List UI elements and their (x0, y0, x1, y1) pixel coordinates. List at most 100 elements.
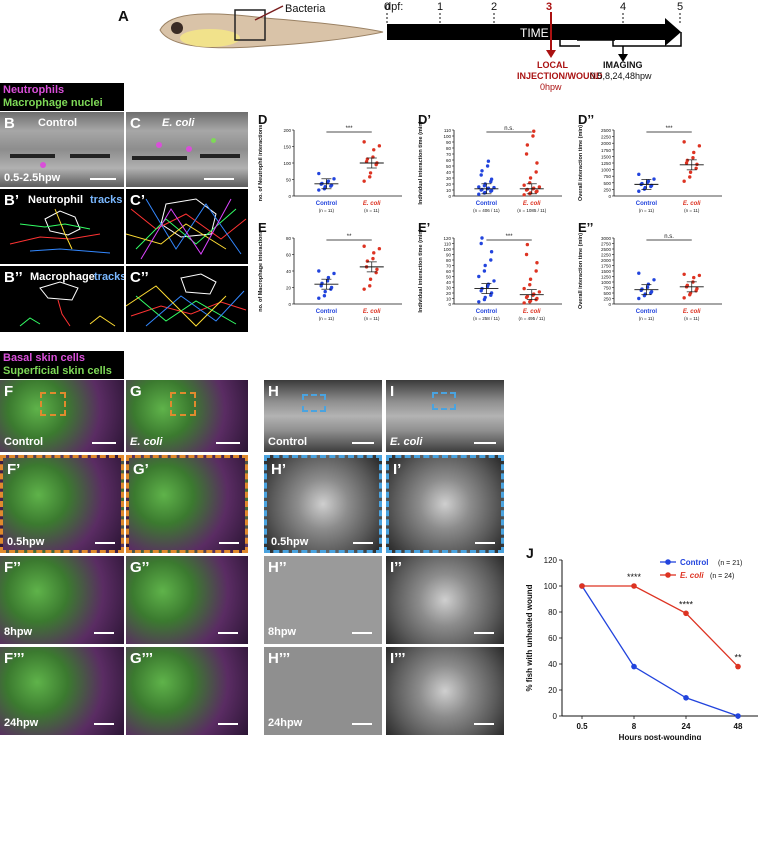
day-0: 0 (384, 1, 390, 13)
data-point (362, 140, 366, 144)
wound-box-g (170, 392, 196, 416)
y-tick-label: 750 (603, 286, 611, 291)
data-point (652, 278, 656, 282)
data-point (735, 663, 741, 670)
panel-i3-image: I’’’ (386, 647, 504, 735)
x-tick-label: 0.5 (576, 722, 588, 731)
n-label: (n = 11) (319, 316, 335, 321)
panel-label-f1: F’ (7, 461, 21, 478)
y-axis-label: Overall interaction time (min) (578, 125, 584, 201)
panel-b1-image: B’ Neutrophil tracks (0, 189, 124, 264)
y-tick-label: 0 (608, 302, 611, 307)
panel-label-g: G (130, 383, 142, 400)
y-tick-label: 60 (548, 634, 557, 643)
n-label: (n = 11) (364, 316, 380, 321)
data-point (372, 148, 376, 152)
y-tick-label: 250 (603, 297, 611, 302)
chart-e: Eno. of Macrophage interactions 0 20 40 60 80… (258, 220, 402, 321)
data-point (362, 244, 366, 248)
data-point (525, 294, 530, 298)
x-tick-label: 8 (632, 722, 637, 731)
data-point (492, 279, 496, 283)
y-tick-label: 50 (286, 178, 292, 183)
data-point (489, 291, 494, 295)
y-tick-label: 2750 (601, 242, 612, 247)
y-tick-label: 10 (446, 297, 452, 302)
y-tick-label: 80 (446, 146, 452, 151)
y-tick-label: 0 (288, 302, 291, 307)
data-point (682, 179, 686, 183)
y-tick-label: 2250 (601, 135, 612, 140)
data-point (317, 188, 321, 192)
data-point (646, 179, 651, 183)
data-point (691, 156, 695, 160)
zebrafish-larva-illustration: Bacteria (159, 3, 384, 49)
bacteria-pointer (254, 5, 284, 21)
y-tick-label: 0 (288, 194, 291, 199)
y-tick-label: 500 (603, 291, 611, 296)
y-tick-label: 1750 (601, 148, 612, 153)
y-tick-label: 1250 (601, 161, 612, 166)
chart-e-panel-label: E (258, 220, 267, 235)
panel-f1-image: F’ 0.5hpw (0, 455, 124, 553)
significance-label: **** (679, 599, 694, 609)
category-label: E. coli (363, 309, 381, 315)
panel-h1-image: H’ 0.5hpw (264, 455, 382, 553)
day-1: 1 (437, 1, 443, 13)
panel-h1-time: 0.5hpw (271, 536, 309, 548)
y-tick-label: 10 (446, 188, 452, 193)
y-tick-label: 70 (446, 264, 452, 269)
legend-label: E. coli (680, 571, 704, 580)
panel-g2-image: G’’ (126, 556, 248, 644)
data-point (372, 251, 376, 255)
n-label: (n = 11) (639, 208, 655, 213)
chart-d-panel-label: D (258, 112, 267, 127)
chart-d1-panel-label: D’ (418, 112, 431, 127)
data-point (637, 296, 641, 301)
panel-h3-time: 24hpw (268, 717, 303, 729)
data-point (368, 277, 373, 281)
chart-d2-panel-label: D’’ (578, 112, 594, 127)
panel-b2-title-2: tracks (94, 271, 124, 283)
day-3: 3 (546, 1, 552, 13)
data-point (368, 171, 373, 175)
category-label: Control (316, 309, 338, 315)
panel-f3-time: 24hpw (4, 717, 39, 729)
data-point (522, 193, 526, 197)
y-tick-label: 20 (446, 291, 452, 296)
chart-j: J % fish with unhealed wound 0 20 40 60 80 100 1… (525, 545, 758, 740)
data-point (528, 277, 533, 281)
data-point (692, 150, 696, 155)
data-point (697, 273, 702, 278)
time-label: TIME (520, 26, 549, 40)
panel-g-title: E. coli (130, 436, 163, 448)
data-point (637, 189, 641, 193)
data-point (329, 183, 334, 187)
data-point (326, 179, 331, 183)
data-point (649, 289, 654, 294)
data-point (332, 271, 336, 276)
y-axis-label: no. of Neutrophil interactions (258, 125, 264, 202)
panel-label-h3: H’’’ (268, 650, 291, 667)
y-axis-label: % fish with unhealed wound (525, 584, 534, 691)
data-point (682, 272, 686, 276)
y-tick-label: 20 (286, 286, 292, 291)
significance-label: *** (666, 126, 674, 132)
data-point (326, 275, 331, 280)
y-tick-label: 3000 (601, 236, 612, 241)
y-tick-label: 60 (286, 253, 292, 258)
legend-superficial-skin-cells: Superficial skin cells (3, 365, 112, 377)
y-tick-label: 100 (544, 582, 558, 591)
data-point (477, 192, 481, 196)
data-point (637, 172, 641, 177)
chart-e2-panel-label: E’’ (578, 220, 593, 235)
significance-label: *** (346, 126, 354, 132)
panel-b2-title-1: Macrophage (30, 271, 95, 283)
y-tick-label: 0 (448, 302, 451, 307)
panel-label-h2: H’’ (268, 559, 287, 576)
category-label: E. coli (363, 201, 381, 207)
y-tick-label: 150 (283, 145, 291, 150)
panel-label-g1: G’ (133, 461, 149, 478)
data-point (480, 236, 484, 240)
panel-g3-image: G’’’ (126, 647, 248, 735)
